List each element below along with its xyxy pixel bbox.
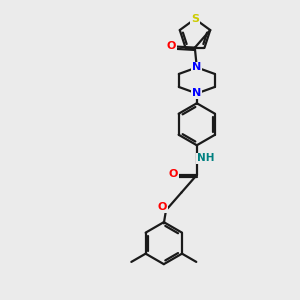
- Text: N: N: [192, 88, 201, 98]
- Text: S: S: [191, 14, 199, 24]
- Text: N: N: [192, 62, 201, 73]
- Text: O: O: [168, 169, 178, 179]
- Text: O: O: [167, 40, 176, 51]
- Text: NH: NH: [197, 153, 214, 164]
- Text: O: O: [157, 202, 167, 212]
